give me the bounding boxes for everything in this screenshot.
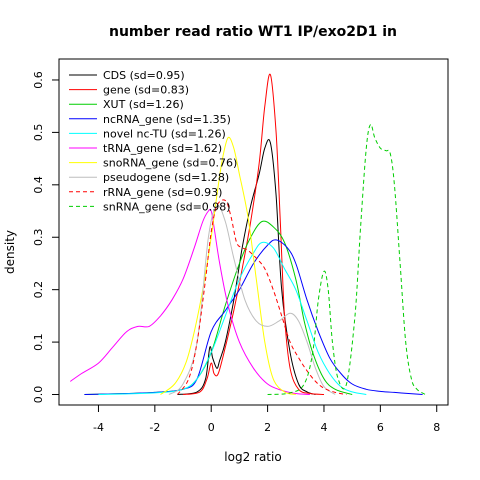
series-line-2 <box>84 220 353 395</box>
x-tick-label: 2 <box>264 421 271 434</box>
series-line-0 <box>177 139 316 395</box>
y-axis: 0.0 0.1 0.2 0.3 0.4 0.5 0.6 <box>32 71 60 404</box>
x-axis: -4 -2 0 2 4 6 8 <box>93 404 440 434</box>
series-line-8 <box>176 199 347 395</box>
legend-label: snoRNA_gene (sd=0.76) <box>103 157 237 170</box>
legend-label: novel nc-TU (sd=1.26) <box>103 127 226 140</box>
x-tick-label: 8 <box>433 421 440 434</box>
x-axis-label: log2 ratio <box>224 450 281 464</box>
legend-label: CDS (sd=0.95) <box>103 69 185 82</box>
legend-label: XUT (sd=1.26) <box>103 98 184 111</box>
legend-label: tRNA_gene (sd=1.62) <box>103 142 222 155</box>
series-line-7 <box>168 204 336 395</box>
x-tick-label: -4 <box>93 421 104 434</box>
y-tick-label: 0.1 <box>32 333 45 351</box>
series-line-4 <box>98 241 367 395</box>
x-tick-label: 6 <box>377 421 384 434</box>
y-tick-label: 0.3 <box>32 228 45 246</box>
series-line-1 <box>182 73 325 395</box>
y-tick-label: 0.4 <box>32 176 45 194</box>
chart-title: number read ratio WT1 IP/exo2D1 in <box>109 24 397 40</box>
y-axis-label: density <box>3 230 17 274</box>
legend-label: gene (sd=0.83) <box>103 84 189 97</box>
series-line-5 <box>70 208 310 395</box>
series-lines <box>70 73 426 395</box>
legend: CDS (sd=0.95) gene (sd=0.83)XUT (sd=1.26)… <box>69 69 237 213</box>
series-line-9 <box>267 123 426 395</box>
x-tick-label: 4 <box>320 421 327 434</box>
legend-label: rRNA_gene (sd=0.93) <box>103 186 222 199</box>
y-tick-label: 0.2 <box>32 281 45 299</box>
series-line-3 <box>84 239 423 395</box>
x-tick-label: 0 <box>208 421 215 434</box>
legend-label: ncRNA_gene (sd=1.35) <box>103 113 231 126</box>
y-tick-label: 0.5 <box>32 124 45 142</box>
y-tick-label: 0.6 <box>32 71 45 89</box>
y-tick-label: 0.0 <box>32 386 45 404</box>
legend-label: pseudogene (sd=1.28) <box>103 171 229 184</box>
legend-label: snRNA_gene (sd=0.98) <box>103 200 231 213</box>
series-line-6 <box>160 136 296 395</box>
x-tick-label: -2 <box>149 421 160 434</box>
